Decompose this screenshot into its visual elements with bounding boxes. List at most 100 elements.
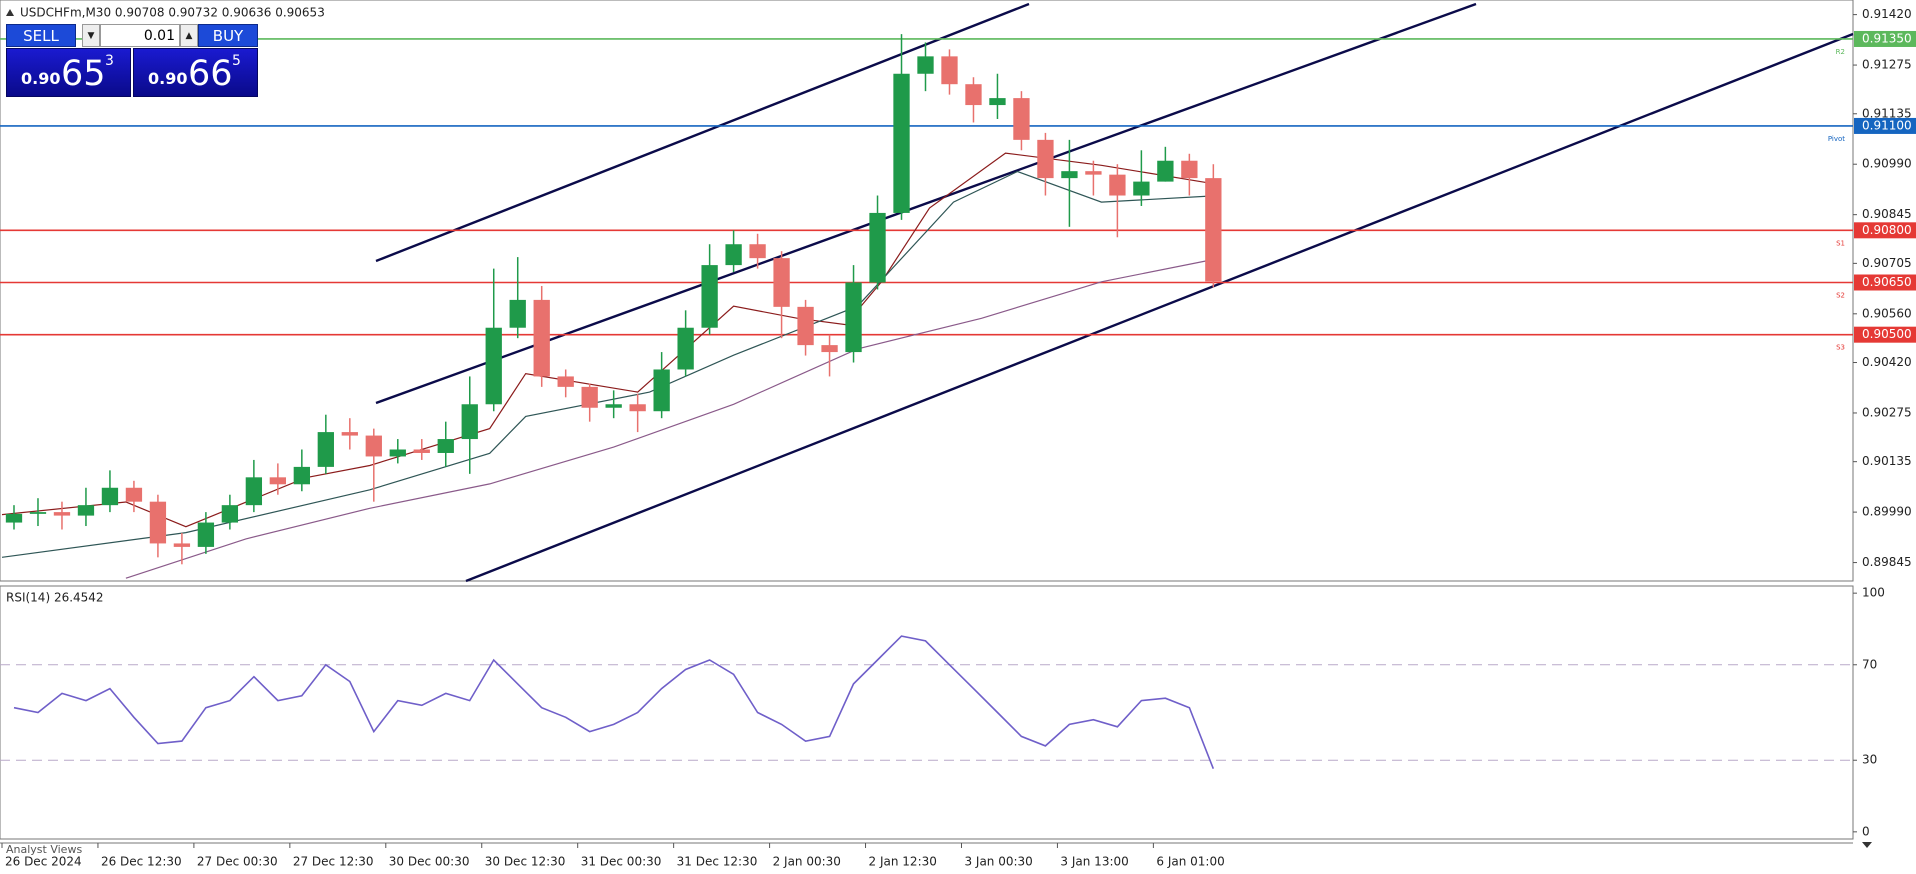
candle-body (725, 244, 742, 266)
ask-quote[interactable]: 0.90 66 5 (133, 48, 258, 97)
lot-down[interactable]: ▼ (82, 24, 100, 47)
candle-body (1133, 181, 1150, 196)
candle-body (1109, 174, 1126, 196)
x-tick-label: 3 Jan 00:30 (964, 855, 1032, 869)
y-tick-label: 30 (1862, 753, 1877, 767)
y-tick-label: 0.90135 (1862, 454, 1912, 468)
level-box (1854, 222, 1916, 239)
y-tick-label: 100 (1862, 586, 1885, 600)
y-tick-label: 0.90420 (1862, 355, 1912, 369)
x-tick-label: 31 Dec 12:30 (677, 855, 758, 869)
level-box (1854, 326, 1916, 343)
bid-big: 65 (61, 54, 106, 94)
candle-body (125, 487, 143, 502)
lot-input[interactable]: 0.01 (100, 24, 180, 47)
candle-body (197, 522, 215, 547)
bid-quote[interactable]: 0.90 65 3 (6, 48, 131, 97)
y-tick-label: 0.90705 (1862, 256, 1912, 270)
x-tick-label: 26 Dec 12:30 (101, 855, 182, 869)
trade-panel: SELL ▼ 0.01 ▲ BUY 0.90 65 3 0.90 66 5 (6, 24, 258, 97)
candle-body (677, 327, 694, 370)
candle-body (533, 299, 550, 377)
scroll-marker[interactable] (1862, 842, 1872, 848)
x-tick-label: 31 Dec 00:30 (581, 855, 662, 869)
level-tag: S2 (1836, 291, 1845, 299)
level-label: 0.90800 (1862, 223, 1912, 237)
candle-body (317, 432, 334, 467)
moving-average (1, 170, 1214, 558)
x-tick-label: 6 Jan 01:00 (1156, 855, 1224, 869)
y-tick-label: 0.89990 (1862, 505, 1912, 519)
candle-body (1181, 160, 1198, 179)
buy-button[interactable]: BUY (198, 24, 258, 47)
ask-small: 5 (232, 53, 241, 69)
y-tick-label: 0.90560 (1862, 306, 1912, 320)
candle-body (1037, 139, 1054, 179)
x-tick-label: 2 Jan 12:30 (869, 855, 937, 869)
x-tick-label: 27 Dec 00:30 (197, 855, 278, 869)
moving-average (125, 258, 1214, 579)
ask-prefix: 0.90 (148, 69, 188, 88)
candle-body (1013, 98, 1030, 140)
bid-prefix: 0.90 (21, 69, 61, 88)
candle-body (437, 439, 454, 453)
candle-body (5, 513, 23, 523)
candle-body (29, 512, 47, 514)
candle-body (965, 84, 982, 106)
collapse-icon[interactable] (6, 9, 14, 16)
lot-up[interactable]: ▲ (180, 24, 198, 47)
candle-body (149, 501, 167, 544)
candle-body (821, 345, 838, 353)
rsi-header: RSI(14) 26.4542 (6, 591, 104, 605)
level-box (1854, 117, 1916, 134)
candle-body (845, 282, 862, 353)
level-label: 0.91100 (1862, 118, 1912, 132)
y-tick-label: 0.90990 (1862, 157, 1912, 171)
candle-body (485, 327, 502, 405)
candle-body (653, 369, 670, 412)
x-tick-label: 2 Jan 00:30 (773, 855, 841, 869)
y-tick-label: 0 (1862, 824, 1870, 838)
candle-body (581, 386, 598, 408)
y-tick-label: 0.90275 (1862, 405, 1912, 419)
candle-body (221, 505, 239, 523)
channel-line (375, 2, 1477, 405)
candle-body (989, 98, 1006, 106)
ask-big: 66 (188, 54, 233, 94)
channel-line (375, 2, 1030, 263)
candle-body (773, 258, 790, 307)
candle-body (1157, 160, 1174, 182)
rsi-line (13, 635, 1215, 769)
x-tick-label: 30 Dec 12:30 (485, 855, 566, 869)
candle-body (1085, 171, 1102, 175)
level-label: 0.91350 (1862, 31, 1912, 45)
y-tick-label: 0.91275 (1862, 58, 1912, 72)
y-tick-label: 0.91135 (1862, 106, 1912, 120)
candle-body (101, 487, 119, 506)
sell-button[interactable]: SELL (6, 24, 76, 47)
candle-body (293, 466, 310, 485)
level-tag: R2 (1836, 48, 1845, 56)
chart-header: USDCHFm,M30 0.90708 0.90732 0.90636 0.90… (20, 6, 325, 20)
candle-body (941, 56, 958, 85)
candle-body (701, 265, 718, 328)
analyst-tab[interactable]: Analyst Views (6, 843, 82, 856)
y-tick-label: 70 (1862, 657, 1877, 671)
level-label: 0.90500 (1862, 327, 1912, 341)
level-tag: Pivot (1828, 135, 1845, 143)
candle-body (749, 244, 766, 259)
x-tick-label: 3 Jan 13:00 (1060, 855, 1128, 869)
candle-body (917, 56, 934, 74)
x-tick-label: 26 Dec 2024 (5, 855, 82, 869)
level-box (1854, 30, 1916, 47)
candle-body (245, 477, 263, 506)
candle-body (869, 212, 886, 283)
candle-body (509, 299, 526, 328)
candle-body (605, 404, 622, 408)
y-tick-label: 0.91420 (1862, 7, 1912, 21)
candle-body (893, 73, 910, 213)
level-label: 0.90650 (1862, 275, 1912, 289)
y-tick-label: 0.90845 (1862, 207, 1912, 221)
candle-body (389, 449, 406, 457)
